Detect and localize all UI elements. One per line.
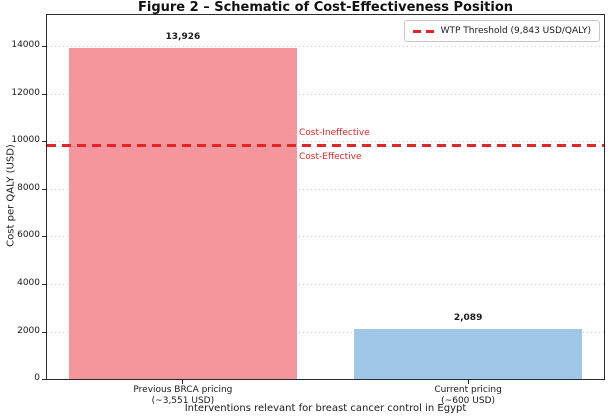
y-tick-mark (42, 141, 46, 143)
chart-title: Figure 2 – Schematic of Cost-Effectivene… (137, 0, 514, 15)
x-tick-label: Previous BRCA pricing (~3,551 USD) (103, 385, 263, 407)
y-tick-mark (42, 188, 46, 190)
gridline-12000 (47, 93, 604, 95)
x-tick-mark (467, 380, 469, 384)
y-tick-label: 6000 (17, 230, 40, 241)
cost-ineffective-label: Cost-Ineffective (299, 128, 370, 139)
y-tick-label: 2000 (17, 325, 40, 336)
bar-current-pricing (353, 329, 583, 379)
gridline-10000 (47, 141, 604, 143)
y-tick-mark (42, 93, 46, 95)
y-tick-label: 4000 (17, 278, 40, 288)
gridline-2000 (47, 331, 604, 333)
y-tick-mark (42, 46, 46, 48)
y-tick-label: 12000 (11, 87, 40, 98)
bar-value-label: 13,926 (165, 32, 201, 43)
gridline-14000 (47, 46, 604, 48)
gridline-4000 (47, 284, 604, 285)
x-tick-label: Current pricing (~600 USD) (388, 385, 548, 407)
gridline-8000 (47, 188, 604, 190)
y-tick-mark (42, 331, 46, 333)
wtp-threshold-line (47, 143, 604, 147)
y-tick-label: 10000 (11, 135, 40, 146)
x-tick-label-line2: (~3,551 USD) (151, 396, 215, 406)
y-tick-mark (42, 284, 46, 285)
y-tick-label: 0 (34, 373, 40, 383)
y-tick-label: 8000 (17, 182, 40, 193)
legend-label: WTP Threshold (9,843 USD/QALY) (440, 26, 591, 36)
x-tick-label-line1: Current pricing (434, 385, 502, 395)
bar-previous-brca-pricing (68, 48, 298, 379)
y-tick-label: 14000 (11, 40, 40, 51)
x-axis-label: Interventions relevant for breast cancer… (184, 403, 467, 414)
gridline-6000 (47, 236, 604, 238)
y-tick-mark (42, 236, 46, 238)
cost-effective-label: Cost-Effective (299, 152, 362, 163)
legend: WTP Threshold (9,843 USD/QALY) (403, 20, 600, 42)
dashed-line-swatch-icon (412, 29, 434, 33)
y-tick-mark (42, 379, 46, 380)
bar-value-label: 2,089 (453, 313, 483, 324)
x-tick-mark (182, 380, 184, 384)
plot-area: 13,926 2,089 Cost-Ineffective Cost-Effecti… (46, 14, 605, 380)
x-tick-label-line1: Previous BRCA pricing (133, 385, 233, 395)
x-tick-label-line2: (~600 USD) (441, 396, 496, 406)
